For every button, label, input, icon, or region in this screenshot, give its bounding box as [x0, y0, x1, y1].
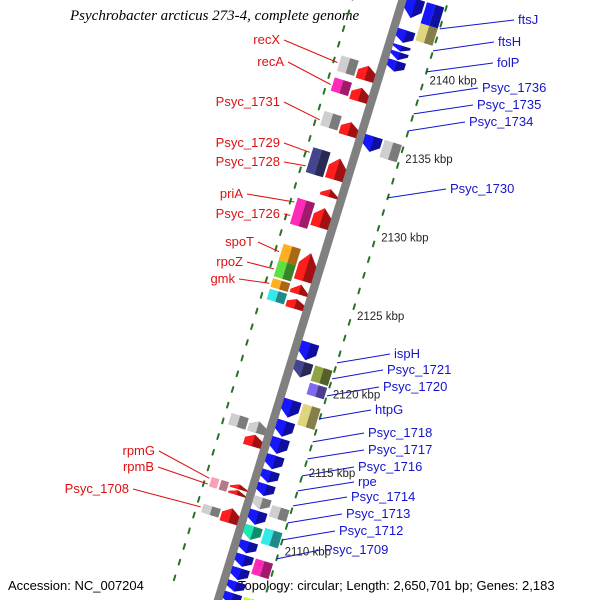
svg-text:2125 kbp: 2125 kbp	[357, 311, 404, 323]
svg-text:recX: recX	[253, 32, 280, 47]
svg-text:ftsJ: ftsJ	[518, 12, 538, 27]
svg-text:recA: recA	[257, 54, 284, 69]
svg-text:rpmB: rpmB	[123, 459, 154, 474]
svg-text:Psyc_1730: Psyc_1730	[450, 181, 514, 196]
svg-text:ftsH: ftsH	[498, 34, 521, 49]
svg-text:Psyc_1720: Psyc_1720	[383, 379, 447, 394]
svg-text:Psyc_1714: Psyc_1714	[351, 489, 415, 504]
svg-text:2135 kbp: 2135 kbp	[405, 154, 452, 166]
svg-text:Psyc_1721: Psyc_1721	[387, 362, 451, 377]
svg-text:2110 kbp: 2110 kbp	[285, 546, 331, 558]
svg-text:Psyc_1708: Psyc_1708	[65, 481, 129, 496]
svg-text:rpmG: rpmG	[123, 443, 156, 458]
svg-text:Psyc_1718: Psyc_1718	[368, 425, 432, 440]
svg-text:Psyc_1717: Psyc_1717	[368, 442, 432, 457]
svg-text:Psyc_1735: Psyc_1735	[477, 97, 541, 112]
svg-text:spoT: spoT	[225, 234, 254, 249]
svg-text:folP: folP	[497, 55, 519, 70]
svg-text:rpe: rpe	[358, 474, 377, 489]
svg-text:Psyc_1712: Psyc_1712	[339, 523, 403, 538]
svg-text:2120 kbp: 2120 kbp	[333, 389, 380, 401]
svg-text:Psyc_1713: Psyc_1713	[346, 506, 410, 521]
svg-text:ispH: ispH	[394, 346, 420, 361]
svg-text:Psyc_1716: Psyc_1716	[358, 459, 422, 474]
svg-text:2115 kbp: 2115 kbp	[309, 468, 355, 480]
svg-text:priA: priA	[220, 186, 243, 201]
svg-text:Psyc_1736: Psyc_1736	[482, 80, 546, 95]
svg-text:2140 kbp: 2140 kbp	[430, 76, 477, 88]
svg-text:gmk: gmk	[210, 271, 235, 286]
svg-text:htpG: htpG	[375, 402, 403, 417]
svg-text:Psyc_1731: Psyc_1731	[216, 94, 280, 109]
svg-text:Psyc_1728: Psyc_1728	[216, 154, 280, 169]
svg-text:2130 kbp: 2130 kbp	[381, 232, 428, 244]
svg-text:Psyc_1726: Psyc_1726	[216, 206, 280, 221]
svg-text:Psyc_1734: Psyc_1734	[469, 114, 533, 129]
svg-text:Psyc_1729: Psyc_1729	[216, 135, 280, 150]
svg-text:rpoZ: rpoZ	[216, 254, 243, 269]
svg-text:Psyc_1709: Psyc_1709	[324, 542, 388, 557]
